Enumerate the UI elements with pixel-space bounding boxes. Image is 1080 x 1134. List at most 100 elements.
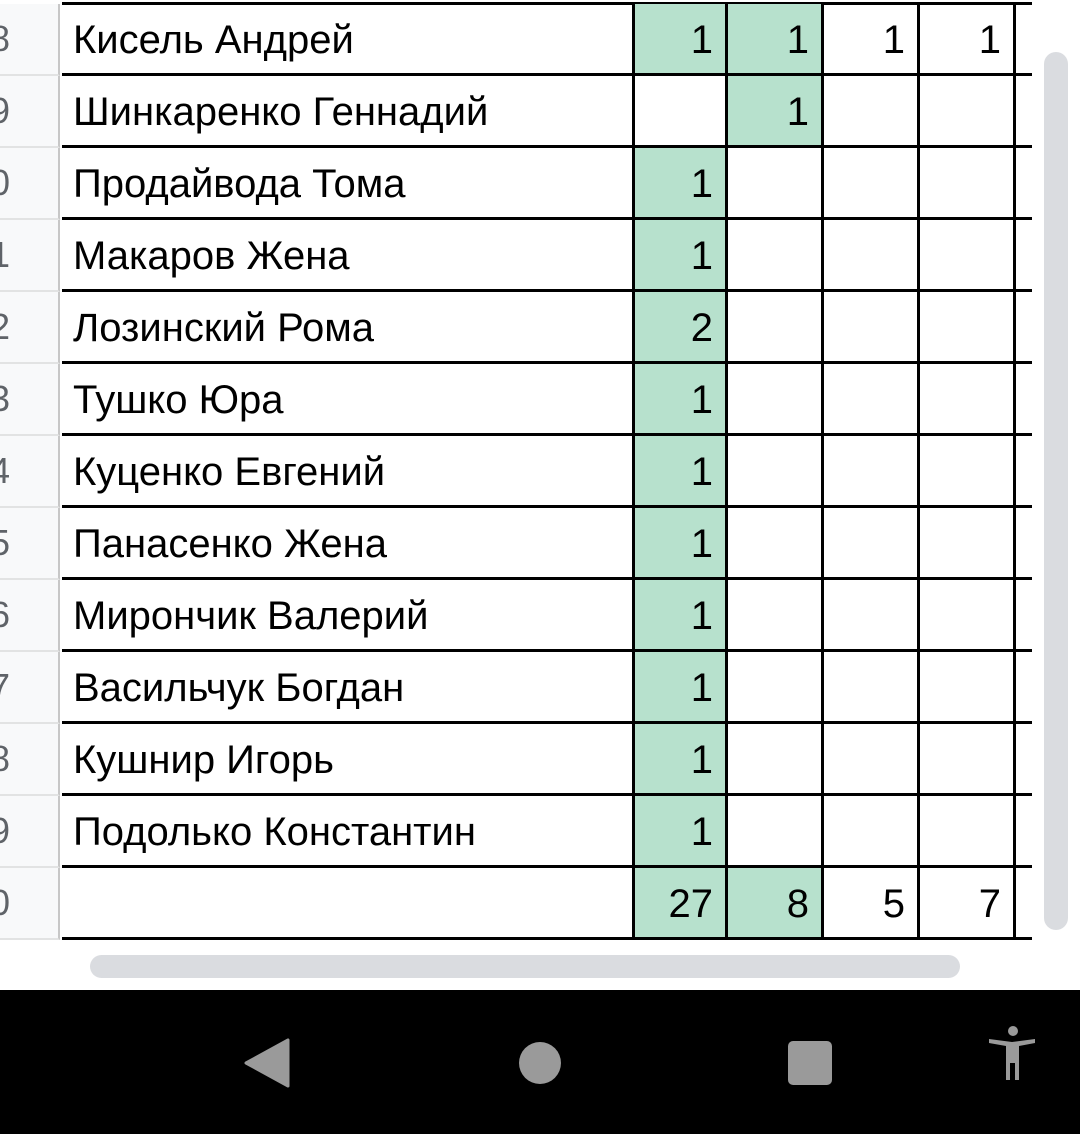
- value-cell[interactable]: [920, 508, 1016, 580]
- name-cell[interactable]: Макаров Жена: [62, 220, 632, 292]
- partial-cell[interactable]: [1016, 724, 1032, 796]
- value-cell[interactable]: 1: [632, 436, 728, 508]
- value-cell[interactable]: [824, 292, 920, 364]
- name-cell[interactable]: [62, 868, 632, 940]
- value-cell[interactable]: 1: [632, 220, 728, 292]
- horizontal-scrollbar[interactable]: [90, 955, 960, 978]
- value-cell[interactable]: [728, 724, 824, 796]
- row-header[interactable]: 8: [0, 4, 60, 76]
- value-cell[interactable]: [824, 796, 920, 868]
- value-cell[interactable]: 1: [632, 652, 728, 724]
- home-icon[interactable]: [518, 1041, 562, 1085]
- value-cell[interactable]: [920, 76, 1016, 148]
- value-cell[interactable]: [824, 436, 920, 508]
- value-cell[interactable]: [728, 436, 824, 508]
- partial-cell[interactable]: [1016, 292, 1032, 364]
- name-cell[interactable]: Подолько Константин: [62, 796, 632, 868]
- name-cell[interactable]: Куценко Евгений: [62, 436, 632, 508]
- name-cell[interactable]: Кушнир Игорь: [62, 724, 632, 796]
- partial-cell[interactable]: [1016, 796, 1032, 868]
- row-number: 4: [0, 450, 10, 492]
- name-cell[interactable]: Васильчук Богдан: [62, 652, 632, 724]
- name-cell[interactable]: Мирончик Валерий: [62, 580, 632, 652]
- name-cell[interactable]: Шинкаренко Геннадий: [62, 76, 632, 148]
- name-cell[interactable]: Продайвода Тома: [62, 148, 632, 220]
- value-cell[interactable]: 2: [632, 292, 728, 364]
- row-header[interactable]: 9: [0, 796, 60, 868]
- value-cell[interactable]: [728, 220, 824, 292]
- value-cell[interactable]: [728, 580, 824, 652]
- partial-cell[interactable]: [1016, 652, 1032, 724]
- row-header[interactable]: 0: [0, 148, 60, 220]
- row-number: 3: [0, 378, 10, 420]
- value-cell[interactable]: [824, 220, 920, 292]
- partial-cell[interactable]: [1016, 148, 1032, 220]
- name-cell[interactable]: Тушко Юра: [62, 364, 632, 436]
- row-header[interactable]: 4: [0, 436, 60, 508]
- vertical-scrollbar[interactable]: [1044, 52, 1068, 930]
- row-header[interactable]: 7: [0, 652, 60, 724]
- value-cell[interactable]: 1: [632, 148, 728, 220]
- row-header[interactable]: 3: [0, 364, 60, 436]
- row-header[interactable]: 0: [0, 868, 60, 940]
- value-cell[interactable]: 8: [728, 868, 824, 940]
- value-cell[interactable]: 1: [632, 796, 728, 868]
- partial-cell[interactable]: [1016, 580, 1032, 652]
- value-cell[interactable]: [920, 796, 1016, 868]
- value-cell[interactable]: [824, 508, 920, 580]
- back-icon[interactable]: [244, 1038, 290, 1088]
- value-cell[interactable]: 1: [824, 4, 920, 76]
- value-cell[interactable]: [728, 292, 824, 364]
- value-cell[interactable]: [920, 292, 1016, 364]
- value-cell[interactable]: [920, 580, 1016, 652]
- row-header[interactable]: 8: [0, 724, 60, 796]
- value-cell[interactable]: [920, 436, 1016, 508]
- value-cell[interactable]: 1: [728, 4, 824, 76]
- value-cell[interactable]: 1: [632, 4, 728, 76]
- value-cell[interactable]: 1: [632, 508, 728, 580]
- name-cell[interactable]: Панасенко Жена: [62, 508, 632, 580]
- value-cell[interactable]: [728, 796, 824, 868]
- name-cell[interactable]: Кисель Андрей: [62, 4, 632, 76]
- row-header[interactable]: 5: [0, 508, 60, 580]
- partial-cell[interactable]: [1016, 364, 1032, 436]
- value-cell[interactable]: [728, 148, 824, 220]
- value-cell[interactable]: 27: [632, 868, 728, 940]
- value-cell[interactable]: [920, 364, 1016, 436]
- partial-cell[interactable]: [1016, 76, 1032, 148]
- value-cell[interactable]: [920, 652, 1016, 724]
- value-cell[interactable]: [728, 508, 824, 580]
- value-cell[interactable]: [824, 652, 920, 724]
- row-header[interactable]: 6: [0, 580, 60, 652]
- partial-cell[interactable]: [1016, 220, 1032, 292]
- row-header[interactable]: 1: [0, 220, 60, 292]
- value-cell[interactable]: [824, 76, 920, 148]
- row-header[interactable]: 9: [0, 76, 60, 148]
- value-cell[interactable]: [824, 724, 920, 796]
- value-cell[interactable]: 5: [824, 868, 920, 940]
- value-cell[interactable]: [632, 76, 728, 148]
- partial-cell[interactable]: [1016, 4, 1032, 76]
- accessibility-icon[interactable]: [988, 1026, 1036, 1082]
- value-cell[interactable]: 1: [632, 364, 728, 436]
- value-cell[interactable]: 7: [920, 868, 1016, 940]
- value-cell[interactable]: [920, 724, 1016, 796]
- value-cell[interactable]: 1: [632, 580, 728, 652]
- value-cell[interactable]: [824, 148, 920, 220]
- value-cell[interactable]: [824, 580, 920, 652]
- value-cell[interactable]: 1: [920, 4, 1016, 76]
- recents-icon[interactable]: [787, 1040, 833, 1086]
- name-cell[interactable]: Лозинский Рома: [62, 292, 632, 364]
- partial-cell[interactable]: [1016, 508, 1032, 580]
- value-cell[interactable]: [824, 364, 920, 436]
- value-cell[interactable]: [728, 652, 824, 724]
- partial-cell[interactable]: [1016, 436, 1032, 508]
- value-cell[interactable]: [728, 364, 824, 436]
- partial-cell[interactable]: [1016, 868, 1032, 940]
- row-header[interactable]: 2: [0, 292, 60, 364]
- value-cell[interactable]: [920, 220, 1016, 292]
- value-cell[interactable]: 1: [728, 76, 824, 148]
- value-cell[interactable]: 1: [632, 724, 728, 796]
- value-cell[interactable]: [920, 148, 1016, 220]
